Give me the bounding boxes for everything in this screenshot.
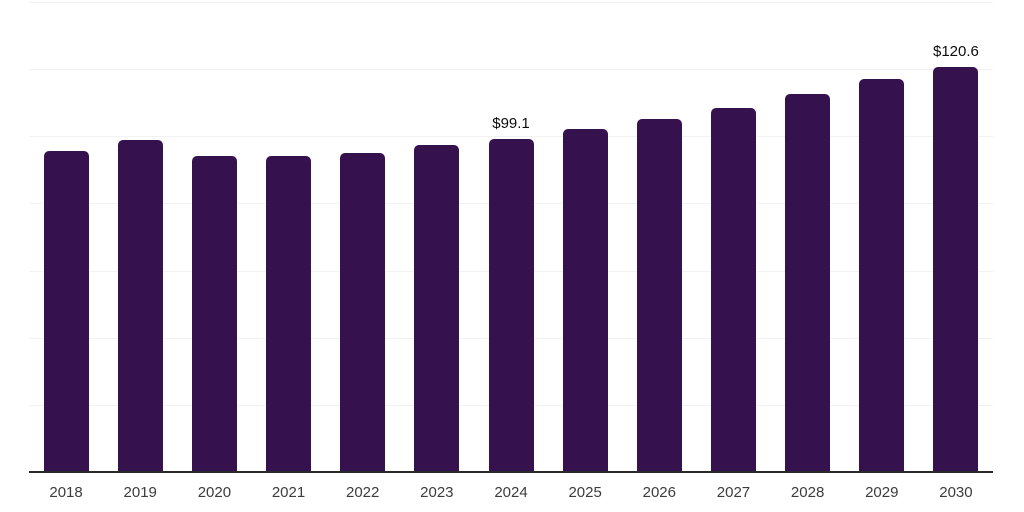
- bar-2023: [414, 145, 460, 472]
- x-axis-label-2025: 2025: [568, 484, 602, 501]
- x-axis-label-2023: 2023: [420, 484, 454, 501]
- value-label-2030: $120.6: [932, 43, 979, 61]
- gridline-100: [29, 136, 993, 138]
- x-axis-label-2024: 2024: [494, 484, 528, 501]
- x-axis-label-2018: 2018: [49, 484, 83, 501]
- bar-2030: [933, 67, 979, 472]
- bar-2028: [785, 93, 831, 472]
- bar-2021: [266, 156, 312, 472]
- x-axis-label-2028: 2028: [790, 484, 825, 501]
- x-axis-label-2019: 2019: [123, 484, 157, 501]
- bar-2020: [191, 155, 237, 472]
- bar-2024: [488, 139, 534, 472]
- value-label-2024: $99.1: [492, 115, 530, 133]
- bar-2022: [340, 152, 386, 472]
- bar-2018: [43, 150, 89, 472]
- x-axis-label-2029: 2029: [865, 484, 899, 501]
- bar-2029: [859, 79, 905, 472]
- bar-2026: [636, 118, 682, 472]
- x-axis-label-2027: 2027: [716, 484, 751, 501]
- x-axis-label-2022: 2022: [346, 484, 380, 501]
- gridline-120: [29, 69, 993, 71]
- x-axis-line: [29, 471, 993, 473]
- x-axis-label-2020: 2020: [197, 484, 232, 501]
- bar-2019: [117, 140, 163, 472]
- x-axis-label-2026: 2026: [642, 484, 676, 501]
- gridline-140: [29, 2, 993, 3]
- bar-2027: [710, 107, 756, 472]
- bar-2025: [562, 128, 608, 472]
- x-axis-label-2030: 2030: [939, 484, 973, 501]
- x-axis-label-2021: 2021: [271, 484, 306, 501]
